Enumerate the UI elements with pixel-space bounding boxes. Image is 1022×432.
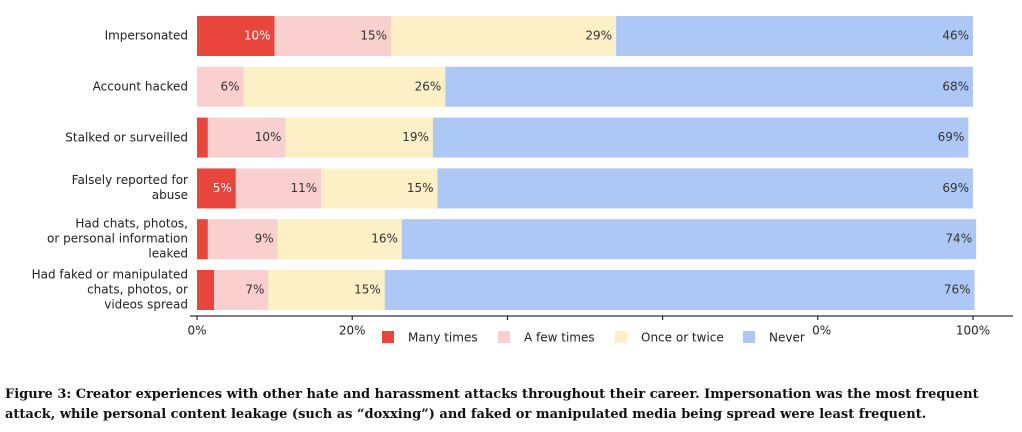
category-label: Falsely reported for abuse <box>71 173 188 203</box>
value-label: 15% <box>407 181 434 195</box>
category-label: Had chats, photos, or personal informati… <box>47 216 188 261</box>
bar-segment <box>401 219 977 260</box>
legend-swatch <box>382 331 394 343</box>
value-label: 46% <box>942 29 969 43</box>
bar-segment <box>277 219 402 260</box>
value-label: 76% <box>944 283 971 297</box>
legend-swatch <box>498 331 510 343</box>
value-label: 19% <box>402 130 429 144</box>
value-label: 69% <box>938 130 965 144</box>
legend-label: Once or twice <box>641 331 724 345</box>
value-label: 10% <box>255 130 282 144</box>
bar-segment <box>207 117 286 158</box>
bar-segment <box>274 16 391 56</box>
bar-segment <box>616 16 973 56</box>
value-label: 74% <box>945 232 972 246</box>
category-label: Account hacked <box>92 79 188 94</box>
value-label: 10% <box>244 29 271 43</box>
value-label: 16% <box>371 232 398 246</box>
bar-segment <box>437 168 973 209</box>
bar-segment <box>391 16 617 56</box>
bar-segment <box>243 66 446 107</box>
category-label: Stalked or surveilled <box>65 130 188 145</box>
x-tick-label: 20% <box>339 324 366 338</box>
value-label: 29% <box>585 29 612 43</box>
x-tick-label: 100% <box>956 324 990 338</box>
bar-segment <box>197 16 275 56</box>
legend-swatch <box>615 331 627 343</box>
value-label: 7% <box>245 283 264 297</box>
value-label: 15% <box>360 29 387 43</box>
category-label: Had faked or manipulated chats, photos, … <box>31 267 188 312</box>
bar-segment <box>197 270 215 310</box>
bar-segment <box>207 219 278 260</box>
legend-label: Never <box>769 331 805 345</box>
value-label: 6% <box>221 79 240 93</box>
bar-segment <box>285 117 433 158</box>
bar-segment <box>197 168 236 209</box>
value-label: 11% <box>290 181 317 195</box>
bar-segment <box>214 270 269 310</box>
bar-segment <box>268 270 385 310</box>
value-label: 26% <box>415 79 442 93</box>
bar-segment <box>197 219 208 260</box>
value-label: 15% <box>354 283 381 297</box>
x-tick-label: 0% <box>187 324 206 338</box>
bar-segment <box>235 168 322 209</box>
bar-segment <box>384 270 975 310</box>
bar-segment <box>445 66 973 107</box>
category-label: Impersonated <box>104 28 188 43</box>
bar-segment <box>197 66 244 107</box>
bar-segment <box>321 168 438 209</box>
legend-label: A few times <box>524 331 595 345</box>
value-label: 5% <box>213 181 232 195</box>
legend-background <box>372 324 812 352</box>
value-label: 68% <box>942 79 969 93</box>
legend-label: Many times <box>408 331 478 345</box>
value-label: 9% <box>255 232 274 246</box>
bar-segment <box>432 117 969 158</box>
bar-segment <box>197 117 208 158</box>
value-label: 69% <box>942 181 969 195</box>
chart: 10% 15% 29% 46% 6% 26% 68% 10% 19% 69% 5% 11% 15% 69%… <box>187 16 1013 352</box>
figure-caption: Figure 3: Creator experiences with other… <box>5 387 979 422</box>
legend-swatch <box>743 331 755 343</box>
